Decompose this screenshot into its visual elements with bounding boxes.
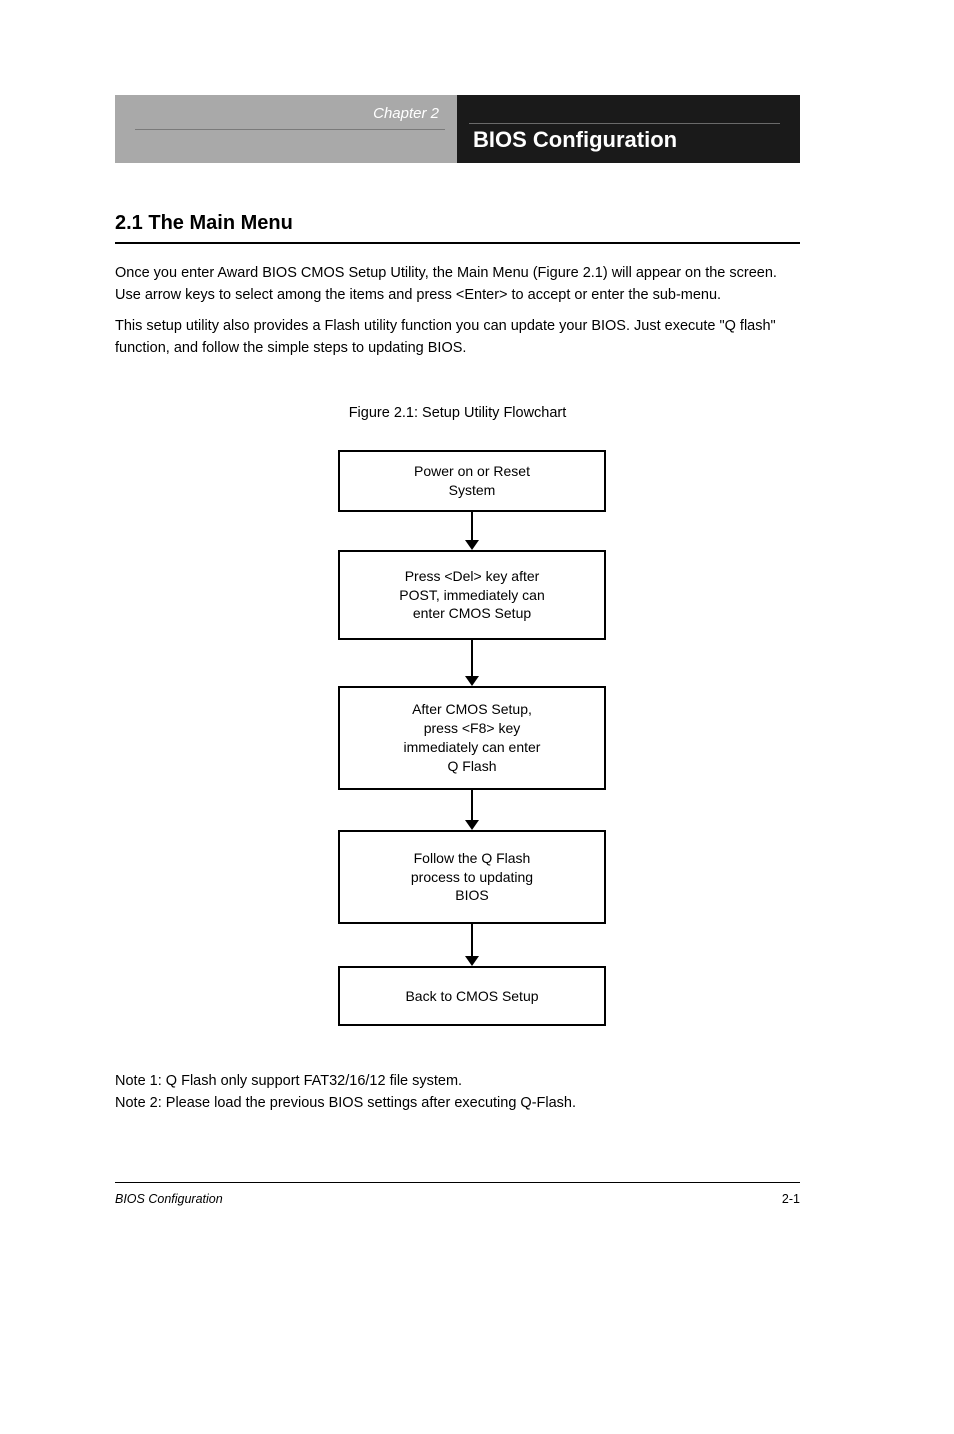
footer-right: 2-1 [782,1192,800,1206]
flow-node-n5: Back to CMOS Setup [338,966,606,1026]
banner-left: Chapter 2 [115,95,457,163]
flow-arrow-n2-n3 [462,640,482,686]
footer-rule [115,1182,800,1183]
intro-p1: Once you enter Award BIOS CMOS Setup Uti… [115,262,800,307]
banner-right-rule [469,123,780,124]
note-2: Note 2: Please load the previous BIOS se… [115,1092,800,1114]
flow-arrow-n4-n5 [462,924,482,966]
chapter-banner: Chapter 2 BIOS Configuration [115,95,800,163]
flow-arrow-n1-n2 [462,512,482,550]
section-rule [115,242,800,244]
flow-node-n3: After CMOS Setup,press <F8> keyimmediate… [338,686,606,790]
banner-left-label: Chapter 2 [115,105,439,122]
flow-node-n4: Follow the Q Flashprocess to updatingBIO… [338,830,606,924]
notes: Note 1: Q Flash only support FAT32/16/12… [115,1070,800,1115]
footer-left: BIOS Configuration [115,1192,223,1206]
figure-caption: Figure 2.1: Setup Utility Flowchart [115,405,800,421]
banner-right: BIOS Configuration [457,95,800,163]
intro-text: Once you enter Award BIOS CMOS Setup Uti… [115,262,800,360]
intro-p2: This setup utility also provides a Flash… [115,315,800,360]
flow-node-n1: Power on or ResetSystem [338,450,606,512]
flow-arrow-n3-n4 [462,790,482,830]
flow-node-n2: Press <Del> key afterPOST, immediately c… [338,550,606,640]
page: Chapter 2 BIOS Configuration 2.1 The Mai… [0,0,954,1434]
banner-left-rule [135,129,445,130]
note-1: Note 1: Q Flash only support FAT32/16/12… [115,1070,800,1092]
section-title: 2.1 The Main Menu [115,212,293,235]
banner-right-label: BIOS Configuration [473,127,677,153]
